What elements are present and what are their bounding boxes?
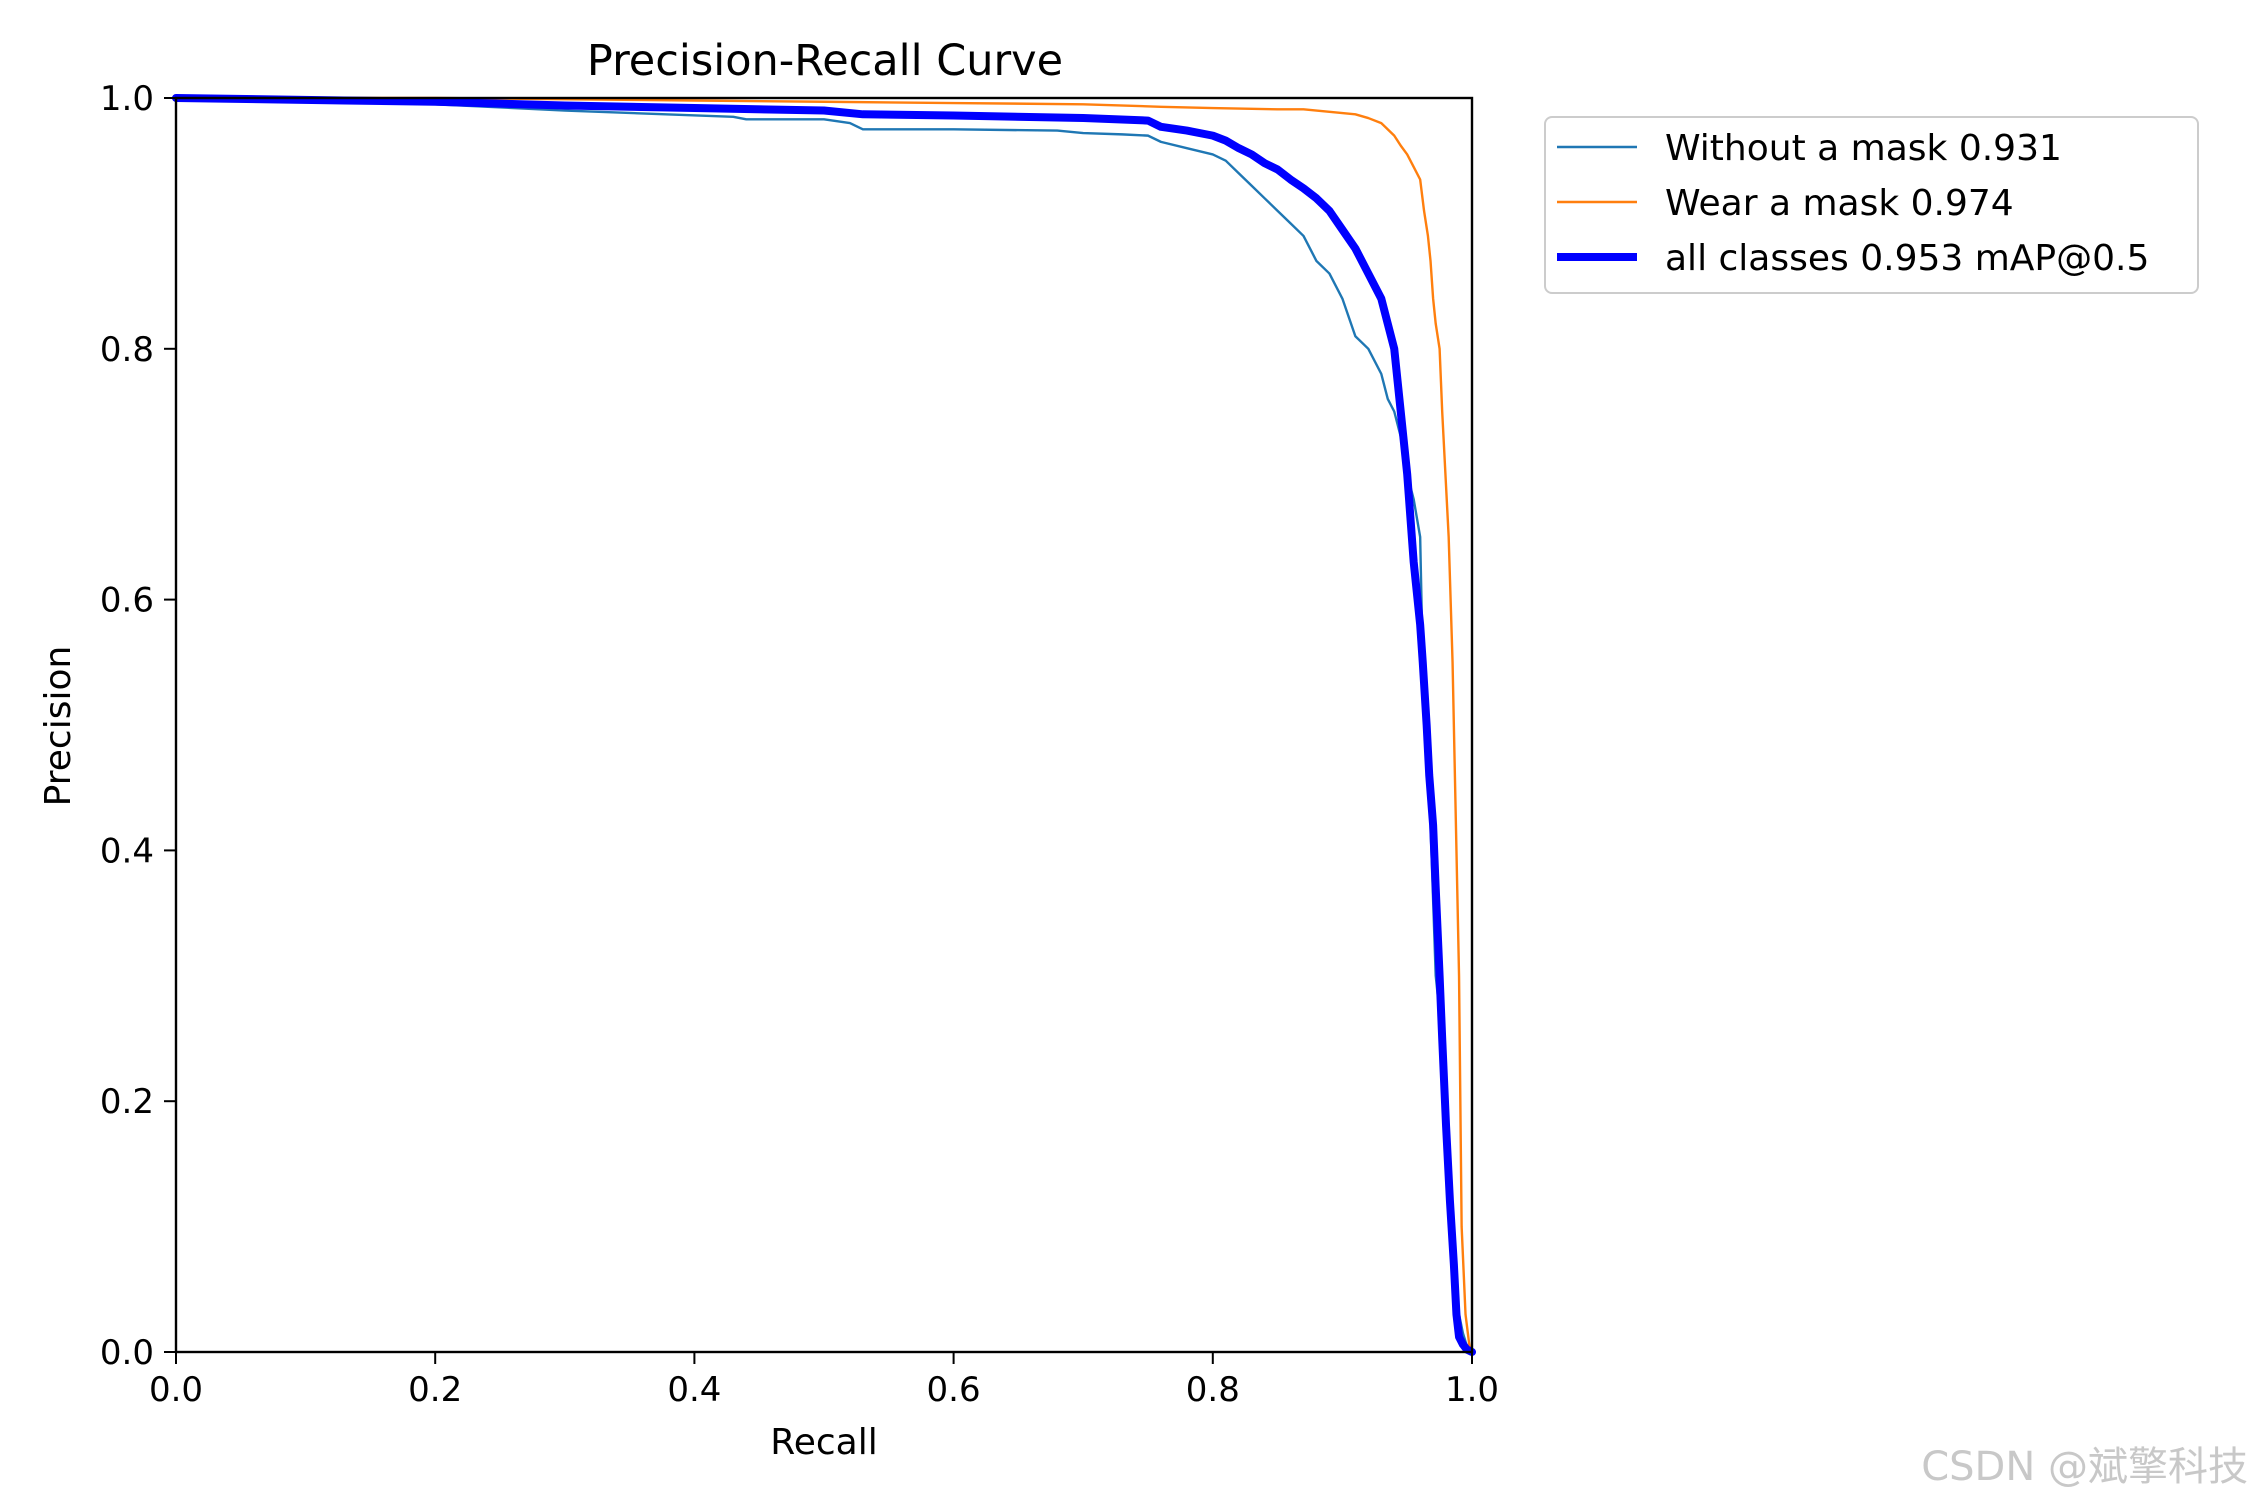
plot-frame: [174, 96, 1474, 1354]
watermark-text: CSDN @斌擎科技: [1921, 1444, 2248, 1490]
y-tick-label: 1.0: [100, 79, 154, 119]
plot-area: [172, 94, 1476, 1356]
y-tick-label: 0.0: [100, 1333, 154, 1373]
series-line-2: [172, 94, 1476, 1356]
y-tick-label: 0.2: [100, 1082, 154, 1122]
legend-label-2: all classes 0.953 mAP@0.5: [1665, 238, 2149, 279]
series-line-1: [174, 96, 1474, 1354]
x-tick-label: 1.0: [1445, 1370, 1499, 1410]
legend: Without a mask 0.931 Wear a mask 0.974 all…: [1544, 116, 2199, 294]
x-tick-label: 0.6: [927, 1370, 981, 1410]
x-tick-label: 0.2: [408, 1370, 462, 1410]
y-tick-label: 0.8: [100, 330, 154, 370]
x-tick-label: 0.4: [667, 1370, 721, 1410]
y-axis-label: Precision: [38, 646, 79, 807]
x-axis-label: Recall: [770, 1422, 877, 1463]
series-layer: [172, 94, 1476, 1356]
chart-title: Precision-Recall Curve: [587, 36, 1063, 86]
y-axis: 0.0 0.2 0.4 0.6 0.8 1.0: [100, 79, 176, 1373]
y-tick-label: 0.6: [100, 581, 154, 621]
legend-label-1: Wear a mask 0.974: [1665, 183, 2014, 224]
x-tick-label: 0.8: [1186, 1370, 1240, 1410]
legend-label-0: Without a mask 0.931: [1665, 128, 2062, 169]
legend-frame: [1544, 116, 2199, 294]
x-tick-label: 0.0: [149, 1370, 203, 1410]
y-tick-label: 0.4: [100, 831, 154, 871]
legend-entries: Without a mask 0.931 Wear a mask 0.974 all…: [1557, 128, 2149, 279]
x-axis: 0.0 0.2 0.4 0.6 0.8 1.0: [149, 1352, 1499, 1410]
